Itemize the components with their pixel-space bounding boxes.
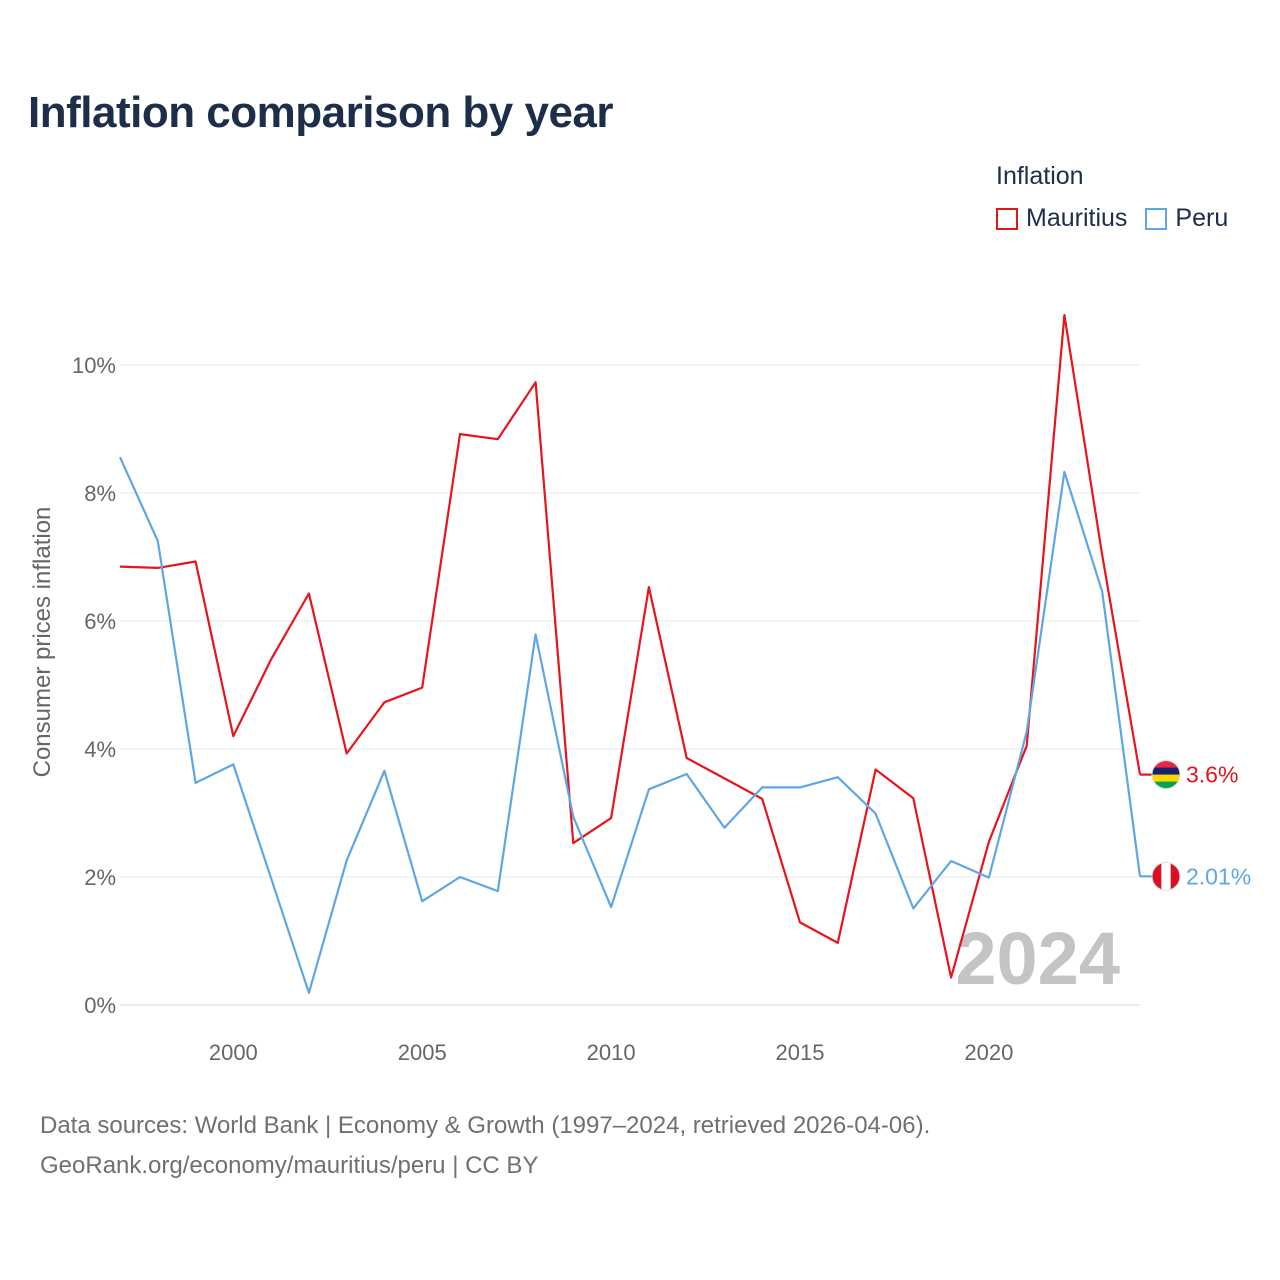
legend-item-mauritius[interactable]: Mauritius xyxy=(996,204,1127,233)
x-tick-label: 2000 xyxy=(209,1040,258,1065)
y-tick-label: 6% xyxy=(84,609,116,634)
y-tick-label: 0% xyxy=(84,993,116,1018)
gridlines xyxy=(120,364,1140,1006)
y-tick-label: 4% xyxy=(84,737,116,762)
legend-label-mauritius: Mauritius xyxy=(1026,204,1128,232)
legend-label-peru: Peru xyxy=(1175,204,1229,232)
x-tick-labels: 2000 2005 2010 2015 2020 xyxy=(209,1040,1014,1065)
y-axis-label: Consumer prices inflation xyxy=(29,507,56,778)
source-note: Data sources: World Bank | Economy & Gro… xyxy=(40,1106,930,1186)
x-tick-label: 2015 xyxy=(776,1040,825,1065)
legend-swatch-mauritius xyxy=(996,207,1018,230)
mauritius-flag-icon xyxy=(1151,760,1181,790)
y-tick-label: 8% xyxy=(84,481,116,506)
legend-swatch-peru xyxy=(1145,207,1168,230)
x-tick-label: 2020 xyxy=(964,1040,1013,1065)
source-line-1: Data sources: World Bank | Economy & Gro… xyxy=(40,1112,931,1139)
end-markers: 3.6% 2.01% xyxy=(1151,760,1251,891)
x-tick-label: 2005 xyxy=(398,1040,447,1065)
series-line-peru xyxy=(118,456,1142,994)
end-value-label-peru: 2.01% xyxy=(1186,863,1251,889)
chart-title: Inflation comparison by year xyxy=(28,88,614,137)
x-tick-label: 2010 xyxy=(587,1040,636,1065)
series-line-mauritius xyxy=(119,314,1142,979)
year-watermark: 2024 xyxy=(955,917,1120,1000)
peru-flag-icon xyxy=(1151,861,1181,891)
legend-title: Inflation xyxy=(996,162,1084,190)
source-line-2[interactable]: GeoRank.org/economy/mauritius/peru | CC … xyxy=(40,1152,539,1179)
y-tick-labels: 0% 2% 4% 6% 8% 10% xyxy=(72,353,116,1018)
y-tick-label: 2% xyxy=(84,865,116,890)
legend-item-peru[interactable]: Peru xyxy=(1145,204,1228,233)
legend: Mauritius Peru xyxy=(996,204,1246,233)
y-tick-label: 10% xyxy=(72,353,116,378)
series-lines xyxy=(118,314,1152,994)
end-value-label-mauritius: 3.6% xyxy=(1186,762,1238,788)
